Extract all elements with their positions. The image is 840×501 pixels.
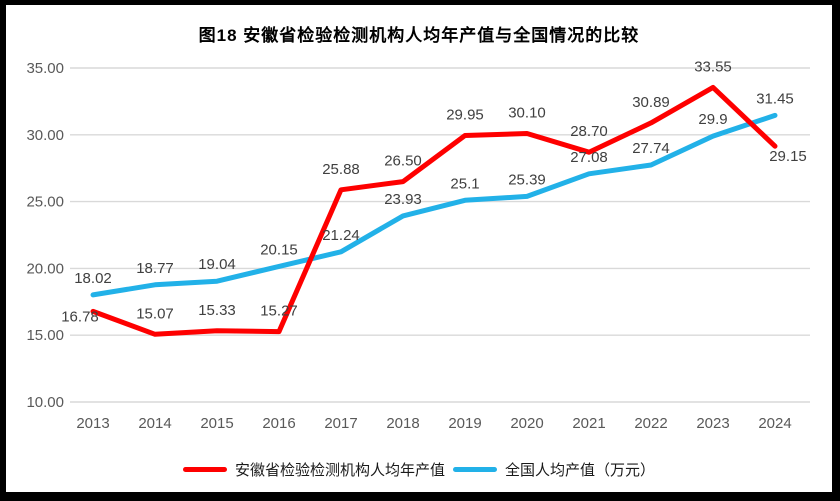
anhui-series-swatch-icon (182, 467, 227, 472)
data-label: 27.74 (632, 140, 670, 157)
x-tick-label: 2020 (510, 415, 543, 432)
data-label: 15.07 (136, 305, 174, 322)
x-tick-label: 2014 (138, 415, 171, 432)
data-label: 25.1 (450, 175, 479, 192)
x-tick-label: 2024 (758, 415, 791, 432)
data-label: 18.02 (74, 270, 112, 287)
y-tick-label: 20.00 (26, 260, 64, 277)
data-label: 30.10 (508, 105, 546, 122)
data-label: 25.88 (322, 161, 360, 178)
data-label: 33.55 (694, 58, 732, 75)
data-label: 19.04 (198, 256, 236, 273)
national-series-swatch-icon (453, 467, 497, 472)
data-label: 29.95 (446, 107, 484, 124)
data-label: 26.50 (384, 153, 422, 170)
x-tick-label: 2023 (696, 415, 729, 432)
x-tick-label: 2015 (200, 415, 233, 432)
y-tick-label: 30.00 (26, 127, 64, 144)
x-tick-label: 2013 (76, 415, 109, 432)
series-line (90, 84, 778, 337)
chart-title: 图18 安徽省检验检测机构人均年产值与全国情况的比较 (198, 26, 640, 45)
data-label: 27.08 (570, 149, 608, 166)
series-line (90, 112, 778, 298)
x-tick-label: 2019 (448, 415, 481, 432)
y-tick-label: 25.00 (26, 194, 64, 211)
data-label: 15.27 (260, 303, 298, 320)
data-label: 29.15 (769, 148, 807, 165)
x-tick-label: 2018 (386, 415, 419, 432)
y-tick-label: 10.00 (26, 394, 64, 411)
data-label: 21.24 (322, 227, 360, 244)
data-label: 15.33 (198, 302, 236, 319)
legend-item-anhui: 安徽省检验检测机构人均年产值 (182, 459, 445, 480)
legend-label-anhui: 安徽省检验检测机构人均年产值 (234, 462, 445, 479)
legend: 安徽省检验检测机构人均年产值 全国人均产值（万元） (6, 459, 832, 480)
data-label: 31.45 (756, 90, 794, 107)
x-tick-label: 2021 (572, 415, 605, 432)
legend-label-national: 全国人均产值（万元） (505, 462, 656, 479)
data-label: 16.78 (61, 308, 99, 325)
y-tick-label: 35.00 (26, 60, 64, 77)
x-tick-label: 2017 (324, 415, 357, 432)
data-label: 30.89 (632, 94, 670, 111)
line-chart: 35.00 30.00 25.00 20.00 15.00 10.00 2013 2014 20… (26, 58, 810, 432)
data-label: 20.15 (260, 241, 298, 258)
data-label: 28.70 (570, 123, 608, 140)
data-label: 18.77 (136, 260, 174, 277)
x-tick-label: 2022 (634, 415, 667, 432)
data-label: 29.9 (698, 111, 727, 128)
x-tick-label: 2016 (262, 415, 295, 432)
data-label: 23.93 (384, 191, 422, 208)
y-tick-label: 15.00 (26, 327, 64, 344)
data-label: 25.39 (508, 171, 546, 188)
legend-item-national: 全国人均产值（万元） (453, 459, 655, 480)
